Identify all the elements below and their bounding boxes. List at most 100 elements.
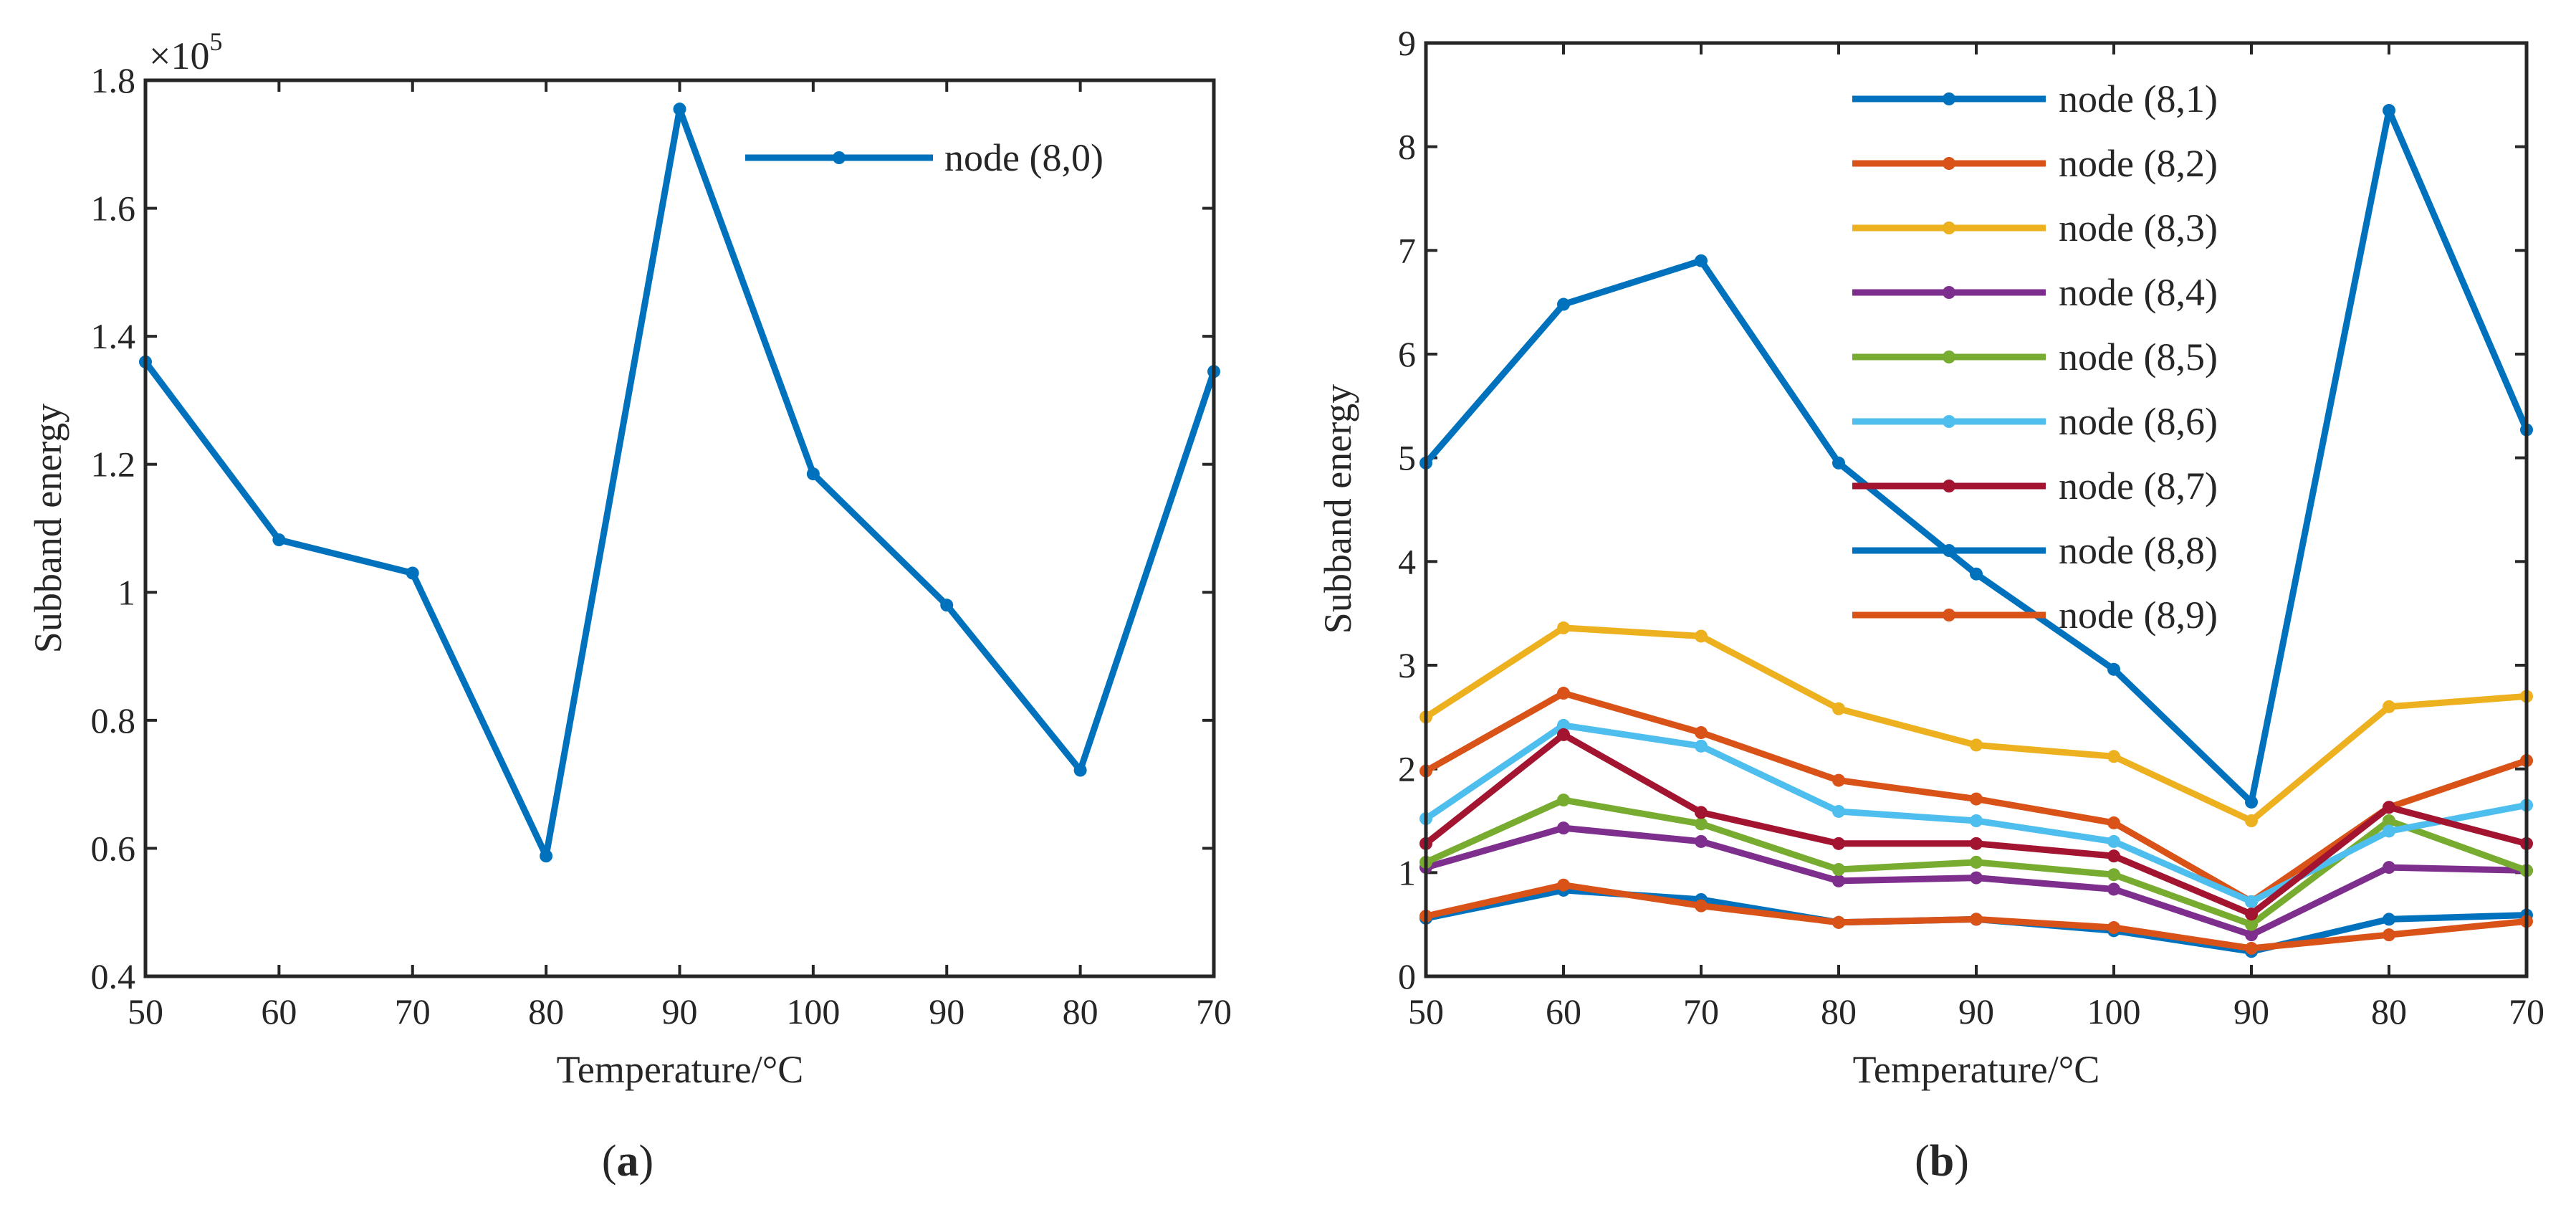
y-tick-label-a-5: 1.4 xyxy=(91,316,136,356)
x-tick-label-b-7: 80 xyxy=(2371,991,2407,1032)
x-tick-label-b-8: 70 xyxy=(2509,991,2544,1032)
data-point-b-0-4 xyxy=(1970,567,1983,581)
y-axis-label-b: Subband energy xyxy=(1316,384,1359,634)
y-tick-label-a-7: 1.8 xyxy=(91,60,136,100)
data-point-a-0-7 xyxy=(1073,763,1087,777)
data-point-b-3-1 xyxy=(1557,821,1570,835)
y-tick-label-a-1: 0.6 xyxy=(91,828,136,868)
y-tick-label-b-4: 4 xyxy=(1398,541,1416,581)
data-point-b-4-4 xyxy=(1970,855,1983,869)
data-point-b-1-4 xyxy=(1970,792,1983,806)
x-tick-label-a-3: 80 xyxy=(528,991,564,1032)
data-point-b-4-6 xyxy=(2245,918,2258,931)
data-point-b-6-2 xyxy=(1695,806,1708,819)
legend-marker-b-3 xyxy=(1943,286,1955,299)
legend-label-a-0: node (8,0) xyxy=(944,136,1103,179)
data-point-b-3-4 xyxy=(1970,871,1983,885)
x-tick-label-b-3: 80 xyxy=(1821,991,1857,1032)
data-point-b-8-3 xyxy=(1832,915,1845,929)
data-point-b-0-1 xyxy=(1557,297,1570,311)
x-ticks-b: 50 60 70 80 90 100 90 80 70 xyxy=(1408,43,2544,1032)
y-tick-label-a-2: 0.8 xyxy=(91,700,136,740)
data-point-b-2-3 xyxy=(1832,702,1845,715)
data-point-b-2-4 xyxy=(1970,738,1983,752)
y-tick-label-a-6: 1.6 xyxy=(91,189,136,229)
x-tick-label-a-1: 60 xyxy=(261,991,297,1032)
data-point-b-5-4 xyxy=(1970,814,1983,827)
data-point-b-8-2 xyxy=(1695,899,1708,913)
legend-a: node (8,0) xyxy=(745,136,1103,179)
legend-marker-a-0 xyxy=(833,151,846,164)
x-axis-label-a: Temperature/°C xyxy=(557,1048,804,1091)
data-point-b-4-5 xyxy=(2107,868,2120,882)
legend-label-b-1: node (8,2) xyxy=(2059,142,2218,185)
data-point-b-6-5 xyxy=(2107,849,2120,863)
data-point-b-8-4 xyxy=(1970,913,1983,926)
x-tick-label-b-5: 100 xyxy=(2087,991,2141,1032)
legend-marker-b-4 xyxy=(1943,351,1955,363)
data-point-b-0-3 xyxy=(1832,456,1845,470)
y-ticks-a: 0.4 0.6 0.8 1 1.2 1.4 1.6 1.8 xyxy=(91,60,1214,996)
y-tick-label-b-3: 3 xyxy=(1398,645,1416,685)
legend-label-b-6: node (8,7) xyxy=(2059,465,2218,508)
x-tick-label-b-2: 70 xyxy=(1683,991,1719,1032)
legend-label-b-5: node (8,6) xyxy=(2059,400,2218,443)
legend-marker-b-7 xyxy=(1943,544,1955,557)
data-point-b-5-5 xyxy=(2107,834,2120,848)
data-point-b-7-7 xyxy=(2383,913,2395,926)
y-tick-label-b-1: 1 xyxy=(1398,852,1416,892)
data-point-b-2-6 xyxy=(2245,814,2258,827)
y-tick-label-b-8: 8 xyxy=(1398,127,1416,167)
data-point-b-0-2 xyxy=(1695,254,1708,267)
y-tick-label-b-5: 5 xyxy=(1398,438,1416,478)
legend-marker-b-8 xyxy=(1943,609,1955,621)
y-tick-label-b-0: 0 xyxy=(1398,956,1416,996)
data-point-b-5-2 xyxy=(1695,739,1708,753)
legend-marker-b-0 xyxy=(1943,92,1955,105)
x-tick-label-a-0: 50 xyxy=(128,991,163,1032)
data-point-b-2-2 xyxy=(1695,629,1708,643)
legend-b: node (8,1) node (8,2) node (8,3) node (8,4)… xyxy=(1852,77,2218,637)
x-tick-label-a-4: 90 xyxy=(662,991,698,1032)
data-point-a-0-5 xyxy=(806,467,820,481)
x-tick-label-b-4: 90 xyxy=(1958,991,1994,1032)
y-ticks-b: 0 1 2 3 4 5 6 7 8 9 xyxy=(1398,23,2527,996)
data-point-b-6-6 xyxy=(2245,908,2258,921)
x-tick-label-b-0: 50 xyxy=(1408,991,1444,1032)
x-tick-label-a-6: 90 xyxy=(929,991,964,1032)
y-tick-label-b-6: 6 xyxy=(1398,334,1416,374)
y-axis-label-a: Subband energy xyxy=(27,404,70,653)
data-point-b-1-5 xyxy=(2107,816,2120,829)
plot-area-a xyxy=(145,80,1214,976)
x-tick-label-a-7: 80 xyxy=(1063,991,1098,1032)
legend-marker-b-2 xyxy=(1943,221,1955,234)
series-group-b xyxy=(1419,104,2533,958)
plot-area-b xyxy=(1426,43,2527,976)
y-tick-label-a-0: 0.4 xyxy=(91,956,136,996)
data-point-b-3-6 xyxy=(2245,928,2258,942)
data-point-a-0-2 xyxy=(406,566,419,580)
data-point-b-5-6 xyxy=(2245,895,2258,908)
data-point-b-3-2 xyxy=(1695,834,1708,848)
data-point-b-4-2 xyxy=(1695,817,1708,831)
panel-caption-b: (b) xyxy=(1915,1137,1969,1186)
legend-marker-b-1 xyxy=(1943,157,1955,170)
data-point-b-1-3 xyxy=(1832,773,1845,787)
data-point-b-6-7 xyxy=(2383,801,2395,814)
legend-label-b-0: node (8,1) xyxy=(2059,77,2218,120)
y-tick-label-a-3: 1 xyxy=(118,572,135,612)
data-point-b-1-1 xyxy=(1557,687,1570,700)
data-point-b-8-5 xyxy=(2107,921,2120,935)
data-point-b-2-1 xyxy=(1557,621,1570,634)
y-tick-label-b-9: 9 xyxy=(1398,23,1416,63)
data-point-b-5-7 xyxy=(2383,824,2395,838)
data-point-b-4-3 xyxy=(1832,862,1845,876)
data-point-a-0-1 xyxy=(272,533,286,547)
x-tick-label-b-6: 90 xyxy=(2233,991,2269,1032)
y-tick-label-a-4: 1.2 xyxy=(91,444,136,485)
axes-box-b xyxy=(1424,41,2529,978)
x-ticks-a: 50 60 70 80 90 100 90 80 70 xyxy=(128,80,1232,1032)
data-point-b-6-3 xyxy=(1832,837,1845,850)
data-point-b-0-7 xyxy=(2383,104,2395,118)
